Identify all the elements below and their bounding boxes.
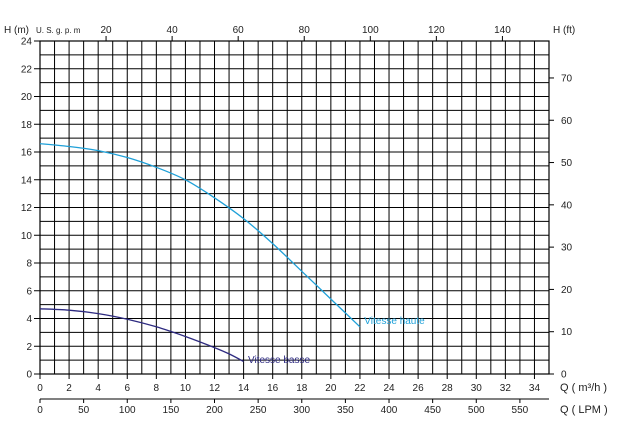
bottom-m3h-tick-label: 28	[442, 383, 454, 394]
bottom-m3h-tick-label: 14	[238, 383, 250, 394]
right-tick-label: 50	[561, 158, 573, 169]
top-tick-label: 60	[233, 25, 245, 36]
curves: Vitesse haute Vitesse basse	[39, 143, 425, 366]
top-tick-label: 100	[362, 25, 379, 36]
left-tick-label: 6	[26, 286, 32, 297]
bottom-m3h-tick-label: 16	[267, 383, 279, 394]
right-axis-label: H (ft)	[553, 25, 575, 36]
bottom-m3h-tick-label: 6	[124, 383, 130, 394]
right-tick-label: 30	[561, 243, 573, 254]
left-tick-label: 2	[26, 342, 32, 353]
bottom-m3h-tick-label: 18	[296, 383, 308, 394]
bottom-m3h-tick-label: 22	[354, 383, 366, 394]
bottom-lpm-tick-label: 50	[78, 405, 90, 416]
left-tick-label: 0	[26, 370, 32, 381]
bottom-m3h-tick-label: 26	[413, 383, 425, 394]
top-tick-label: 80	[299, 25, 311, 36]
top-axis-label: U. S. g. p. m	[36, 26, 81, 35]
bottom-lpm-tick-label: 350	[337, 405, 354, 416]
bottom-lpm-tick-label: 100	[119, 405, 136, 416]
top-tick-label: 20	[100, 25, 112, 36]
bottom-lpm-tick-label: 200	[206, 405, 223, 416]
bottom-lpm-tick-label: 300	[293, 405, 310, 416]
bottom-m3h-tick-label: 34	[529, 383, 541, 394]
right-tick-label: 10	[561, 327, 573, 338]
bottom-lpm-tick-label: 500	[468, 405, 485, 416]
bottom-m3h-tick-label: 12	[209, 383, 221, 394]
top-tick-label: 40	[167, 25, 179, 36]
bottom-lpm-tick-label: 0	[37, 405, 43, 416]
left-tick-label: 14	[21, 175, 33, 186]
bottom-m3h-tick-label: 30	[471, 383, 483, 394]
left-tick-label: 18	[21, 120, 33, 131]
bottom-lpm-tick-label: 250	[250, 405, 267, 416]
left-axis-label: H (m)	[4, 25, 29, 36]
bottom-m3h-tick-label: 10	[180, 383, 192, 394]
left-tick-label: 22	[21, 64, 33, 75]
bottom-lpm-tick-label: 150	[163, 405, 180, 416]
left-tick-label: 12	[21, 203, 33, 214]
bottom-lpm-tick-label: 450	[424, 405, 441, 416]
bottom-lpm-tick-label: 550	[512, 405, 529, 416]
bottom-axis-label-lpm: Q ( LPM )	[560, 404, 608, 416]
top-tick-label: 120	[428, 25, 445, 36]
curve-vitesse-basse	[39, 308, 244, 363]
right-tick-label: 60	[561, 116, 573, 127]
right-tick-label: 70	[561, 73, 573, 84]
left-tick-label: 10	[21, 231, 33, 242]
grid	[39, 40, 550, 375]
bottom-m3h-tick-label: 20	[325, 383, 337, 394]
left-tick-label: 8	[26, 259, 32, 270]
right-tick-label: 0	[561, 370, 567, 381]
curve-label-vitesse-basse: Vitesse basse	[248, 355, 311, 366]
curve-label-vitesse-haute: Vitesse haute	[364, 316, 425, 327]
bottom-m3h-tick-label: 8	[154, 383, 160, 394]
left-tick-label: 4	[26, 314, 32, 325]
bottom-m3h-tick-label: 32	[500, 383, 512, 394]
curve-vitesse-haute	[39, 143, 361, 328]
left-tick-label: 20	[21, 92, 33, 103]
left-tick-label: 24	[21, 37, 33, 48]
bottom-m3h-tick-label: 4	[95, 383, 101, 394]
bottom-m3h-tick-label: 0	[37, 383, 43, 394]
bottom-axis-label-m3h: Q ( m³/h )	[560, 382, 607, 394]
right-tick-label: 20	[561, 285, 573, 296]
bottom-lpm-tick-label: 400	[381, 405, 398, 416]
bottom-m3h-tick-label: 2	[66, 383, 72, 394]
left-tick-label: 16	[21, 148, 33, 159]
top-tick-label: 140	[494, 25, 511, 36]
bottom-m3h-tick-label: 24	[383, 383, 395, 394]
right-tick-label: 40	[561, 200, 573, 211]
